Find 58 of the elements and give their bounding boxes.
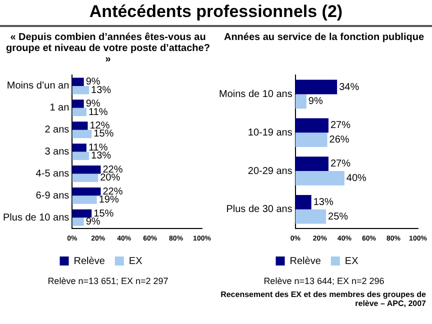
bar xyxy=(72,86,90,94)
data-label: 9% xyxy=(308,96,323,108)
data-label: 13% xyxy=(91,84,112,96)
bar xyxy=(72,218,84,226)
bar xyxy=(72,166,101,174)
data-label: 13% xyxy=(91,150,112,162)
legend-label: Relève xyxy=(290,256,322,267)
bar xyxy=(72,78,84,86)
text: Recensement des EX et des membres des groupes de relève – APC, 2007 xyxy=(220,290,427,308)
legend-label: EX xyxy=(128,256,143,267)
y-tick-label: 2 ans xyxy=(44,124,70,136)
bar xyxy=(295,195,312,210)
bar xyxy=(72,152,90,160)
bar xyxy=(72,100,84,108)
data-label: 25% xyxy=(328,211,348,222)
text: Relève n=13 651; EX n=2 297 xyxy=(46,276,170,286)
data-label: 19% xyxy=(98,194,119,206)
data-label: 26% xyxy=(329,134,350,146)
chart-title: Antécédents professionnels (2) xyxy=(0,2,432,27)
data-label: 11% xyxy=(88,106,108,118)
bar xyxy=(72,174,98,182)
data-label: 20% xyxy=(100,172,120,184)
data-label: 15% xyxy=(94,128,114,140)
bar xyxy=(295,209,326,224)
bar xyxy=(295,80,338,94)
legend-label: EX xyxy=(344,256,359,267)
data-label: 27% xyxy=(330,158,351,170)
bar xyxy=(72,209,92,218)
bar xyxy=(72,122,88,130)
y-tick-label: Plus de 10 ans xyxy=(2,212,70,224)
y-tick-label: 20-29 ans xyxy=(248,166,292,177)
y-tick-label: Moins de 10 ans xyxy=(218,88,292,100)
legend-label: Relève xyxy=(74,256,106,267)
bar xyxy=(295,132,328,147)
y-tick-label: 1 an xyxy=(50,102,70,114)
data-label: 9% xyxy=(86,216,100,228)
bar xyxy=(295,94,306,109)
bar xyxy=(72,108,86,116)
bar xyxy=(72,130,92,138)
y-tick-label: 10-19 ans xyxy=(248,127,292,138)
y-tick-label: 3 ans xyxy=(44,146,70,158)
bar xyxy=(72,196,97,204)
data-label: 13% xyxy=(313,196,334,208)
text: Relève n=13 644; EX n=2 296 xyxy=(262,276,386,286)
data-label: 27% xyxy=(330,120,351,132)
bar xyxy=(72,187,101,196)
bar xyxy=(295,156,328,171)
bar xyxy=(295,171,344,186)
y-tick-label: Moins d’un an xyxy=(6,80,70,92)
bar xyxy=(72,144,86,152)
y-tick-label: 4-5 ans xyxy=(36,168,70,180)
data-label: 40% xyxy=(346,172,367,184)
y-tick-label: 6-9 ans xyxy=(36,190,70,202)
chart-title: Années au service de la fonction publique xyxy=(222,31,426,45)
y-tick-label: Plus de 30 ans xyxy=(226,204,292,216)
bar xyxy=(295,118,328,133)
chart-subtitle: « Depuis combien d’années êtes-vous au groupe et niveau de votre poste d’attache? » xyxy=(5,31,211,66)
data-label: 34% xyxy=(339,82,360,93)
